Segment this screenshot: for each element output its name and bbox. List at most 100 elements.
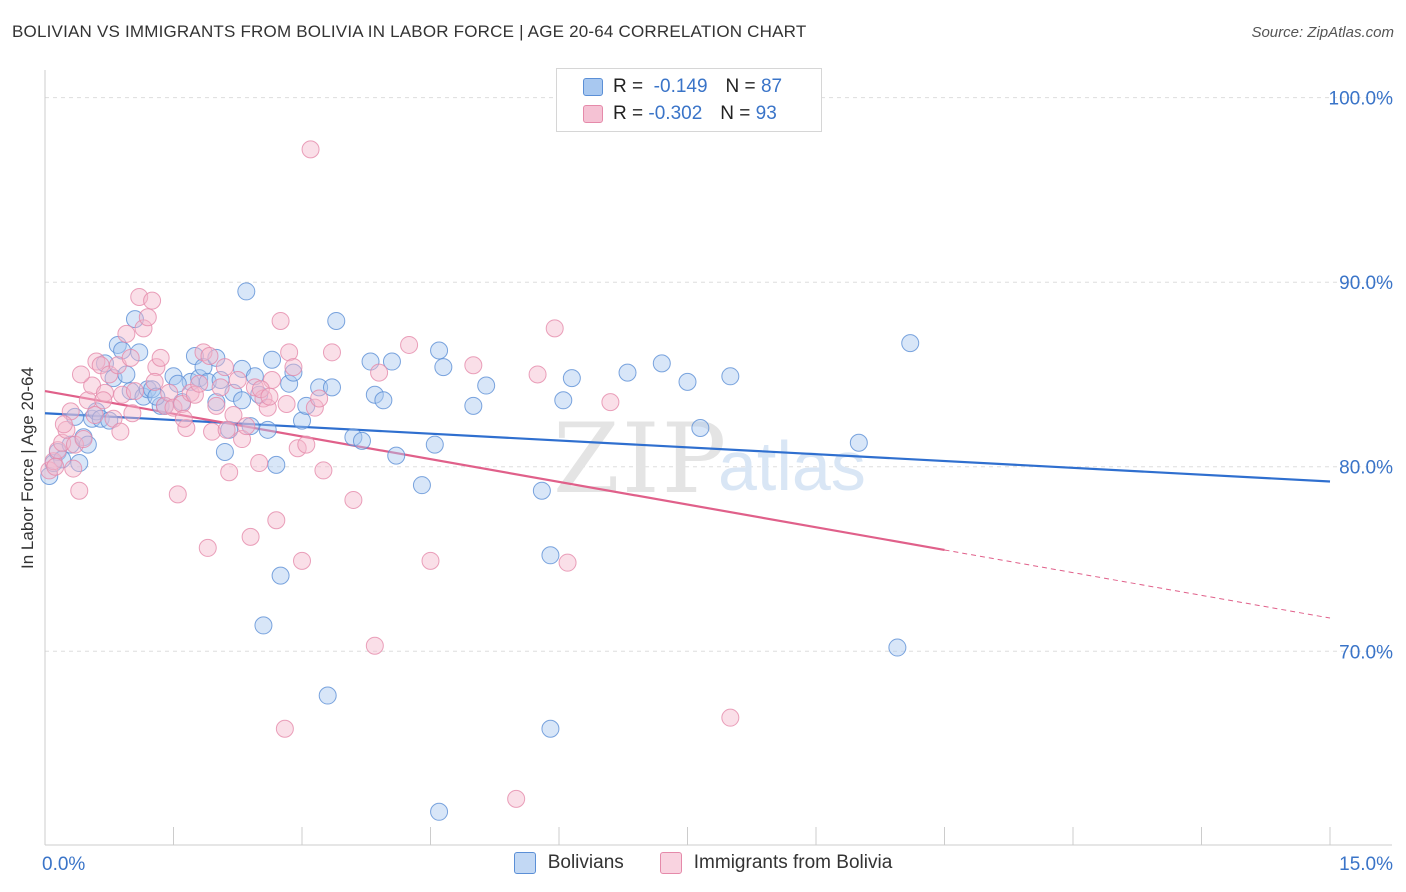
point-bolivians (541, 719, 560, 738)
point-immigrants (198, 538, 217, 557)
point-immigrants (601, 393, 620, 412)
point-bolivians (425, 435, 444, 454)
point-bolivians (254, 616, 273, 635)
point-immigrants (145, 372, 164, 391)
point-bolivians (352, 431, 371, 450)
point-immigrants (464, 356, 483, 375)
point-immigrants (310, 389, 329, 408)
legend-row-bolivians: R = -0.149 N = 87 (583, 74, 782, 100)
x-tick-label: 15.0% (1339, 854, 1393, 875)
legend-n-label: N = (725, 76, 756, 97)
point-bolivians (430, 802, 449, 821)
point-immigrants (54, 415, 73, 434)
legend-row-immigrants: R = -0.302 N = 93 (583, 101, 777, 127)
data-points (40, 140, 920, 821)
point-immigrants (365, 636, 384, 655)
watermark: ZIP atlas (553, 403, 866, 515)
point-immigrants (200, 347, 219, 366)
point-bolivians (344, 428, 363, 447)
legend-r-value: -0.149 (653, 76, 708, 97)
point-bolivians (464, 396, 483, 415)
point-bolivians (387, 446, 406, 465)
point-immigrants (297, 435, 316, 454)
point-bolivians (554, 391, 573, 410)
legend-n-label: N = (720, 103, 751, 124)
watermark-atlas: atlas (718, 427, 866, 505)
point-bolivians (849, 433, 868, 452)
point-immigrants (70, 481, 89, 500)
point-bolivians (901, 334, 920, 353)
point-bolivians (430, 341, 449, 360)
point-immigrants (123, 404, 142, 423)
point-bolivians (194, 358, 213, 377)
x-tick-label: 0.0% (42, 854, 85, 875)
point-immigrants (258, 398, 277, 417)
legend-swatch-blue (583, 78, 603, 96)
point-bolivians (434, 358, 453, 377)
gridlines (45, 97, 1392, 652)
point-bolivians (618, 363, 637, 382)
legend-item-bolivians: Bolivians (513, 852, 624, 874)
point-immigrants (46, 457, 65, 476)
point-bolivians (267, 455, 286, 474)
point-immigrants (241, 527, 260, 546)
point-bolivians (284, 363, 303, 382)
point-immigrants (301, 140, 320, 159)
point-immigrants (400, 335, 419, 354)
point-immigrants (220, 463, 239, 482)
point-immigrants (117, 324, 136, 343)
point-bolivians (327, 311, 346, 330)
point-immigrants (224, 406, 243, 425)
point-immigrants (271, 311, 290, 330)
point-bolivians (293, 411, 311, 430)
point-bolivians (888, 638, 907, 657)
point-bolivians (271, 566, 290, 585)
point-immigrants (322, 343, 341, 362)
legend-label-bolivians: Bolivians (547, 852, 624, 873)
axes (44, 70, 1392, 846)
point-bolivians (130, 343, 149, 362)
legend-r-value: -0.302 (648, 103, 703, 124)
point-bolivians (382, 352, 401, 371)
point-bolivians (691, 418, 710, 437)
point-immigrants (78, 391, 97, 410)
point-bolivians (322, 378, 341, 397)
point-immigrants (293, 551, 311, 570)
point-immigrants (305, 398, 324, 417)
point-bolivians (263, 350, 282, 369)
point-immigrants (277, 394, 296, 413)
point-bolivians (280, 374, 299, 393)
point-immigrants (190, 374, 209, 393)
point-immigrants (275, 719, 294, 738)
legend-item-immigrants: Immigrants from Bolivia (659, 852, 892, 874)
point-immigrants (138, 308, 157, 327)
legend-r-label: R = (613, 103, 644, 124)
point-immigrants (284, 358, 303, 377)
legend-r-label: R = (613, 76, 644, 97)
point-bolivians (541, 546, 560, 565)
point-immigrants (174, 409, 193, 428)
point-bolivians (532, 481, 551, 500)
point-bolivians (190, 369, 209, 388)
tick-labels: 70.0% 80.0% 90.0% 100.0% 0.0% 15.0% (42, 89, 1393, 875)
point-immigrants (94, 391, 113, 410)
legend-swatch-pink (583, 105, 603, 123)
point-immigrants (203, 422, 222, 441)
point-immigrants (185, 385, 204, 404)
point-bolivians (318, 686, 337, 705)
point-immigrants (314, 461, 333, 480)
point-immigrants (151, 348, 170, 367)
point-bolivians (477, 376, 496, 395)
point-immigrants (421, 551, 440, 570)
legend-n-value: 87 (760, 76, 783, 97)
point-bolivians (237, 282, 256, 301)
point-bolivians (412, 476, 431, 495)
point-bolivians (215, 442, 234, 461)
point-immigrants (147, 358, 166, 377)
point-immigrants (134, 319, 153, 338)
point-immigrants (111, 422, 130, 441)
point-immigrants (64, 459, 83, 478)
y-tick-label: 90.0% (1339, 273, 1393, 294)
point-bolivians (207, 393, 226, 412)
